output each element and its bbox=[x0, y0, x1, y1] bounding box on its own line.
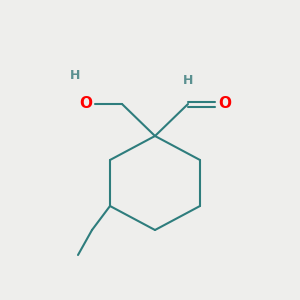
Text: H: H bbox=[183, 74, 193, 87]
Text: H: H bbox=[70, 69, 80, 82]
Text: O: O bbox=[79, 97, 92, 112]
Text: O: O bbox=[218, 97, 231, 112]
